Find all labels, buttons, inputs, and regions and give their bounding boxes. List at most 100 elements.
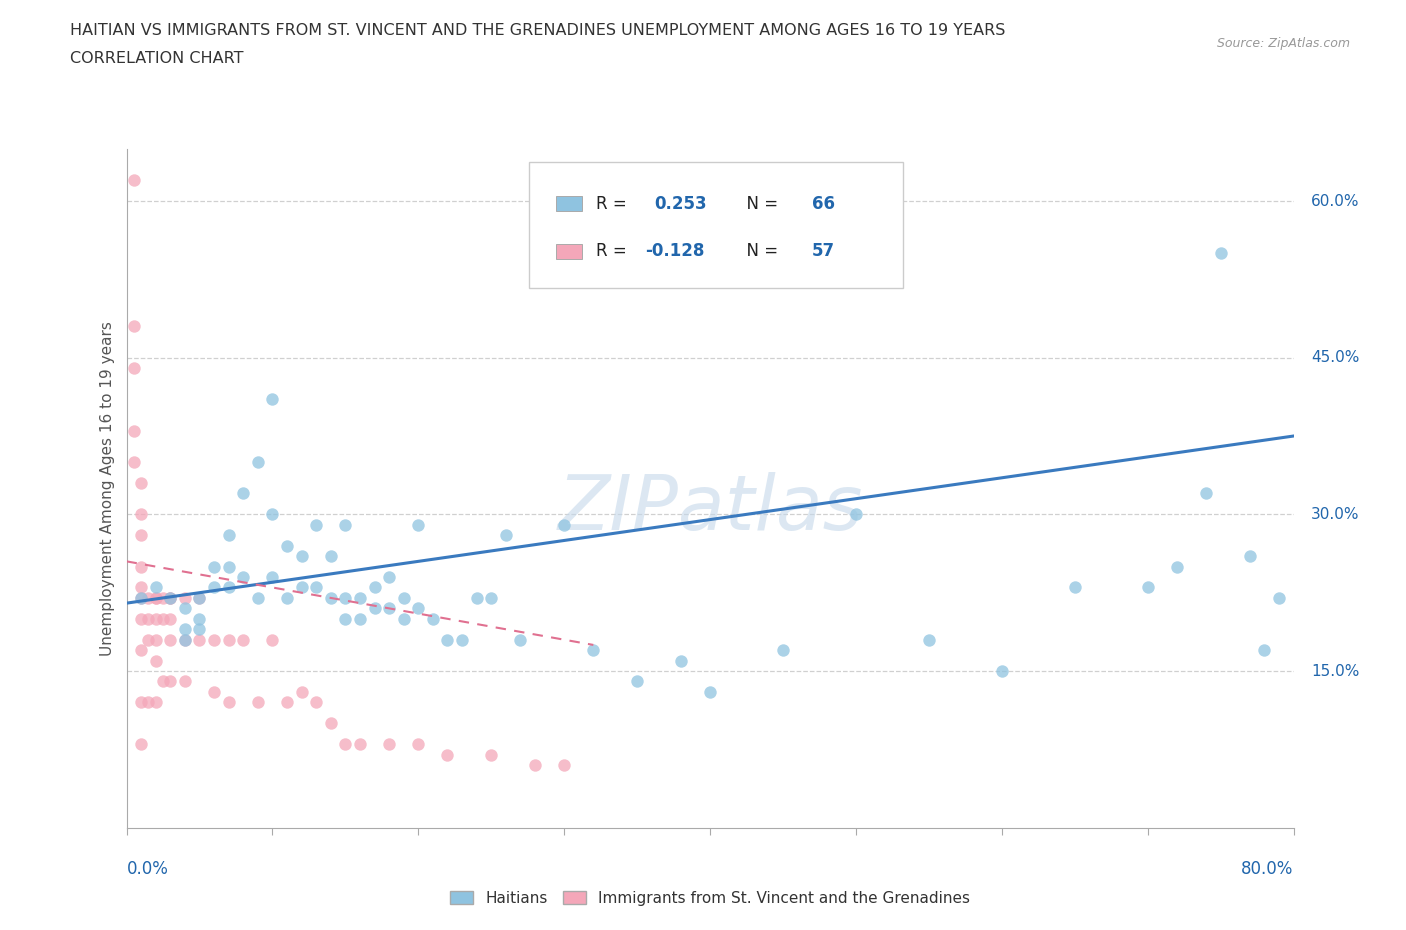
Point xyxy=(1166,559,1188,574)
Point xyxy=(408,737,430,751)
Point xyxy=(218,632,240,647)
Point xyxy=(422,611,444,626)
Point xyxy=(363,601,385,616)
Point xyxy=(246,455,269,470)
Point xyxy=(145,591,167,605)
Point xyxy=(129,591,152,605)
Point xyxy=(1195,486,1218,501)
Point xyxy=(159,674,181,689)
Point xyxy=(145,653,167,668)
Point xyxy=(129,528,152,543)
Point xyxy=(349,591,371,605)
Point xyxy=(378,601,401,616)
Text: N =: N = xyxy=(735,243,783,260)
Point xyxy=(276,695,298,710)
Point xyxy=(553,517,575,532)
Point xyxy=(159,591,181,605)
Point xyxy=(138,695,160,710)
Point xyxy=(349,611,371,626)
Point xyxy=(129,737,152,751)
Point xyxy=(159,611,181,626)
Point xyxy=(479,747,502,762)
Point xyxy=(699,684,721,699)
Y-axis label: Unemployment Among Ages 16 to 19 years: Unemployment Among Ages 16 to 19 years xyxy=(100,321,115,656)
Point xyxy=(145,591,167,605)
Point xyxy=(335,591,357,605)
Point xyxy=(553,758,575,773)
Point xyxy=(290,580,312,595)
Point xyxy=(1268,591,1291,605)
Point xyxy=(218,559,240,574)
Point xyxy=(138,611,160,626)
Text: N =: N = xyxy=(735,194,783,213)
Point xyxy=(1253,643,1275,658)
FancyBboxPatch shape xyxy=(529,163,903,288)
Point xyxy=(845,507,868,522)
Text: 66: 66 xyxy=(811,194,835,213)
Point xyxy=(122,423,145,438)
Point xyxy=(138,632,160,647)
Text: R =: R = xyxy=(596,194,631,213)
Text: CORRELATION CHART: CORRELATION CHART xyxy=(70,51,243,66)
Point xyxy=(174,622,197,637)
Point xyxy=(129,643,152,658)
Point xyxy=(276,591,298,605)
Point xyxy=(129,559,152,574)
Point xyxy=(479,591,502,605)
Point xyxy=(1209,246,1232,260)
Point xyxy=(174,591,197,605)
Point xyxy=(305,695,328,710)
Point xyxy=(174,632,197,647)
Point xyxy=(174,632,197,647)
Point xyxy=(319,549,342,564)
Bar xyxy=(555,244,582,259)
Point xyxy=(232,569,254,584)
Point xyxy=(408,517,430,532)
Point xyxy=(202,684,225,699)
Text: 60.0%: 60.0% xyxy=(1310,193,1360,208)
Text: 30.0%: 30.0% xyxy=(1310,507,1360,522)
Point xyxy=(918,632,941,647)
Point xyxy=(188,591,211,605)
Point xyxy=(122,319,145,334)
Point xyxy=(335,737,357,751)
Text: HAITIAN VS IMMIGRANTS FROM ST. VINCENT AND THE GRENADINES UNEMPLOYMENT AMONG AGE: HAITIAN VS IMMIGRANTS FROM ST. VINCENT A… xyxy=(70,23,1005,38)
Point xyxy=(465,591,488,605)
Point xyxy=(218,528,240,543)
Point xyxy=(305,517,328,532)
Point xyxy=(436,632,458,647)
Point xyxy=(129,475,152,490)
Point xyxy=(262,507,284,522)
Point xyxy=(174,601,197,616)
Point xyxy=(145,611,167,626)
Point xyxy=(232,632,254,647)
Text: ZIPatlas: ZIPatlas xyxy=(557,472,863,546)
Point xyxy=(246,695,269,710)
Legend: Haitians, Immigrants from St. Vincent and the Grenadines: Haitians, Immigrants from St. Vincent an… xyxy=(444,884,976,911)
Point xyxy=(262,632,284,647)
Point xyxy=(174,674,197,689)
Point xyxy=(122,361,145,376)
Point xyxy=(129,580,152,595)
Text: Source: ZipAtlas.com: Source: ZipAtlas.com xyxy=(1216,37,1350,50)
Point xyxy=(378,737,401,751)
Point xyxy=(509,632,531,647)
Point xyxy=(188,622,211,637)
Point xyxy=(290,549,312,564)
Point xyxy=(218,695,240,710)
Point xyxy=(152,674,174,689)
Point xyxy=(159,591,181,605)
Point xyxy=(129,611,152,626)
Point xyxy=(188,632,211,647)
Point xyxy=(129,695,152,710)
Text: 57: 57 xyxy=(811,243,835,260)
Point xyxy=(202,632,225,647)
Text: R =: R = xyxy=(596,243,631,260)
Point xyxy=(335,517,357,532)
Point xyxy=(188,591,211,605)
Point xyxy=(495,528,517,543)
Point xyxy=(305,580,328,595)
Point xyxy=(626,674,648,689)
Text: -0.128: -0.128 xyxy=(645,243,704,260)
Point xyxy=(408,601,430,616)
